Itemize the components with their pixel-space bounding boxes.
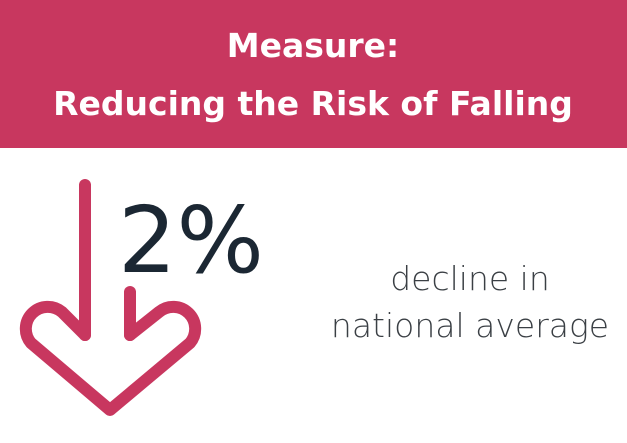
arrow-head (19, 300, 202, 416)
stat-value: 2% (118, 187, 264, 294)
stat-description: decline in (390, 259, 550, 298)
header-band (0, 0, 627, 148)
stat-description: national average (331, 306, 609, 345)
title-line: Reducing the Risk of Falling (53, 84, 573, 123)
down-arrow-icon (19, 179, 202, 416)
title-line: Measure: (227, 26, 399, 65)
